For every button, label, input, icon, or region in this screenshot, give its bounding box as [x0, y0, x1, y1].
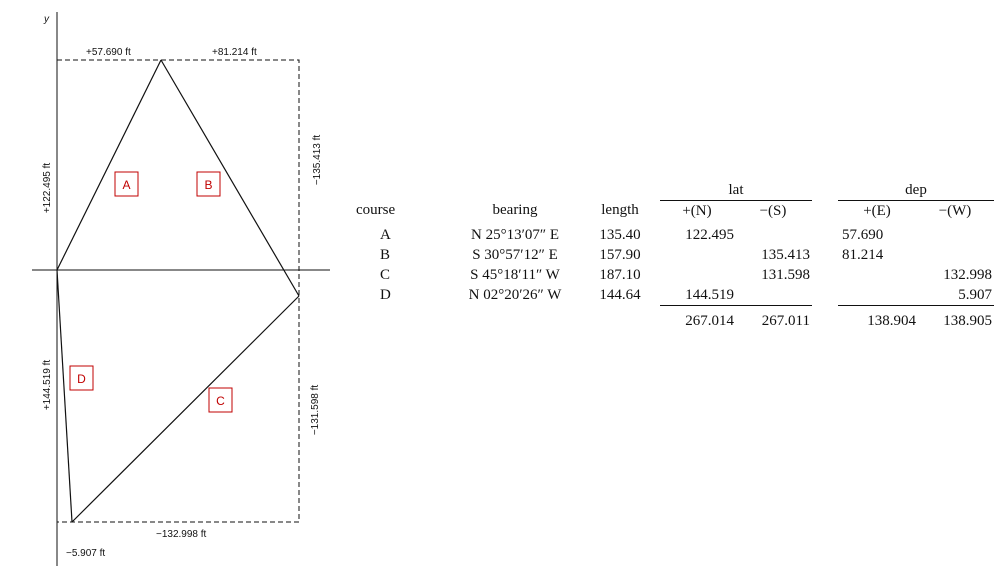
lat-n-header: +(N) — [682, 202, 712, 219]
lat-s-header: −(S) — [759, 202, 787, 219]
course-cell: D — [380, 286, 391, 303]
dep-e-header: +(E) — [863, 202, 891, 219]
bearing-cell: N 02°20′26″ W — [468, 286, 562, 303]
lat-s-cell — [736, 225, 812, 245]
dim-bottom-left: −5.907 ft — [66, 548, 105, 559]
course-a-box — [114, 171, 139, 197]
length-cell: 187.10 — [599, 266, 641, 283]
bearing-cell: S 45°18′11″ W — [470, 266, 560, 283]
course-d-line — [56, 269, 73, 523]
group-header-row: lat dep — [356, 180, 994, 201]
dim-right-upper: −135.413 ft — [312, 135, 323, 186]
lat-n-cell — [660, 265, 736, 285]
length-cell: 144.64 — [599, 286, 641, 303]
total-dep-w: 138.905 — [918, 305, 994, 331]
course-b-label: B — [204, 178, 212, 192]
course-c-label: C — [216, 394, 225, 408]
bearing-cell: S 30°57′12″ E — [472, 246, 558, 263]
lat-s-cell: 131.598 — [761, 266, 810, 283]
dashed-bounding-box — [56, 59, 300, 523]
dep-e-cell — [838, 285, 918, 306]
length-cell: 157.90 — [599, 246, 641, 263]
course-cell: B — [380, 246, 391, 263]
lat-s-cell — [736, 285, 812, 306]
lat-s-cell: 135.413 — [761, 246, 810, 263]
dep-e-cell: 57.690 — [842, 226, 884, 243]
length-cell: 135.40 — [599, 226, 641, 243]
course-b-line — [160, 59, 300, 297]
lat-n-cell: 144.519 — [685, 286, 734, 303]
total-lat-n: 267.014 — [660, 305, 736, 331]
lat-group-header: lat — [660, 180, 812, 201]
dim-left-lower: +144.519 ft — [42, 360, 53, 411]
lat-n-cell: 122.495 — [685, 226, 734, 243]
dim-left-upper: +122.495 ft — [42, 163, 53, 214]
dep-w-header: −(W) — [938, 202, 972, 219]
length-header: length — [601, 202, 639, 219]
course-c-box — [208, 387, 233, 413]
bearing-cell: N 25°13′07″ E — [470, 226, 560, 243]
column-header-row: course bearing length +(N) −(S) +(E) −(W… — [356, 201, 994, 226]
table-row: B S 30°57′12″ E 157.90 135.413 81.214 — [356, 245, 994, 265]
dim-bottom: −132.998 ft — [156, 529, 207, 540]
course-a-label: A — [122, 178, 130, 192]
course-a-line — [56, 59, 162, 271]
table-row: C S 45°18′11″ W 187.10 131.598 132.998 — [356, 265, 994, 285]
table-row: D N 02°20′26″ W 144.64 144.519 5.907 — [356, 285, 994, 306]
course-b-box — [196, 171, 221, 197]
course-d-label: D — [77, 372, 86, 386]
dep-w-cell — [918, 225, 994, 245]
course-header: course — [356, 202, 396, 219]
totals-row: 267.014 267.011 138.904 138.905 — [356, 305, 994, 331]
dep-w-cell: 5.907 — [958, 286, 992, 303]
table-row: A N 25°13′07″ E 135.40 122.495 57.690 — [356, 225, 994, 245]
traverse-table: lat dep course bearing length +(N) −(S) … — [356, 180, 994, 331]
dim-right-lower: −131.598 ft — [310, 385, 321, 436]
y-axis-label: y — [43, 14, 50, 25]
course-c-line — [71, 295, 300, 523]
traverse-diagram: y +57.690 ft +81.214 ft +122.495 ft −135… — [32, 12, 330, 566]
course-cell: C — [380, 266, 391, 283]
lat-n-cell — [660, 245, 736, 265]
dim-top-right: +81.214 ft — [212, 47, 257, 58]
total-dep-e: 138.904 — [838, 305, 918, 331]
dep-w-cell — [918, 245, 994, 265]
bearing-header: bearing — [492, 202, 538, 219]
dep-e-cell: 81.214 — [842, 246, 884, 263]
dep-group-header: dep — [838, 180, 994, 201]
dep-w-cell: 132.998 — [943, 266, 992, 283]
dim-top-left: +57.690 ft — [86, 47, 131, 58]
course-d-box — [69, 365, 94, 391]
total-lat-s: 267.011 — [736, 305, 812, 331]
course-cell: A — [380, 226, 391, 243]
dep-e-cell — [838, 265, 918, 285]
